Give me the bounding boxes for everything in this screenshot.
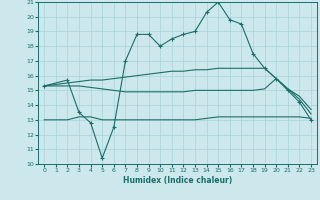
X-axis label: Humidex (Indice chaleur): Humidex (Indice chaleur) — [123, 176, 232, 185]
